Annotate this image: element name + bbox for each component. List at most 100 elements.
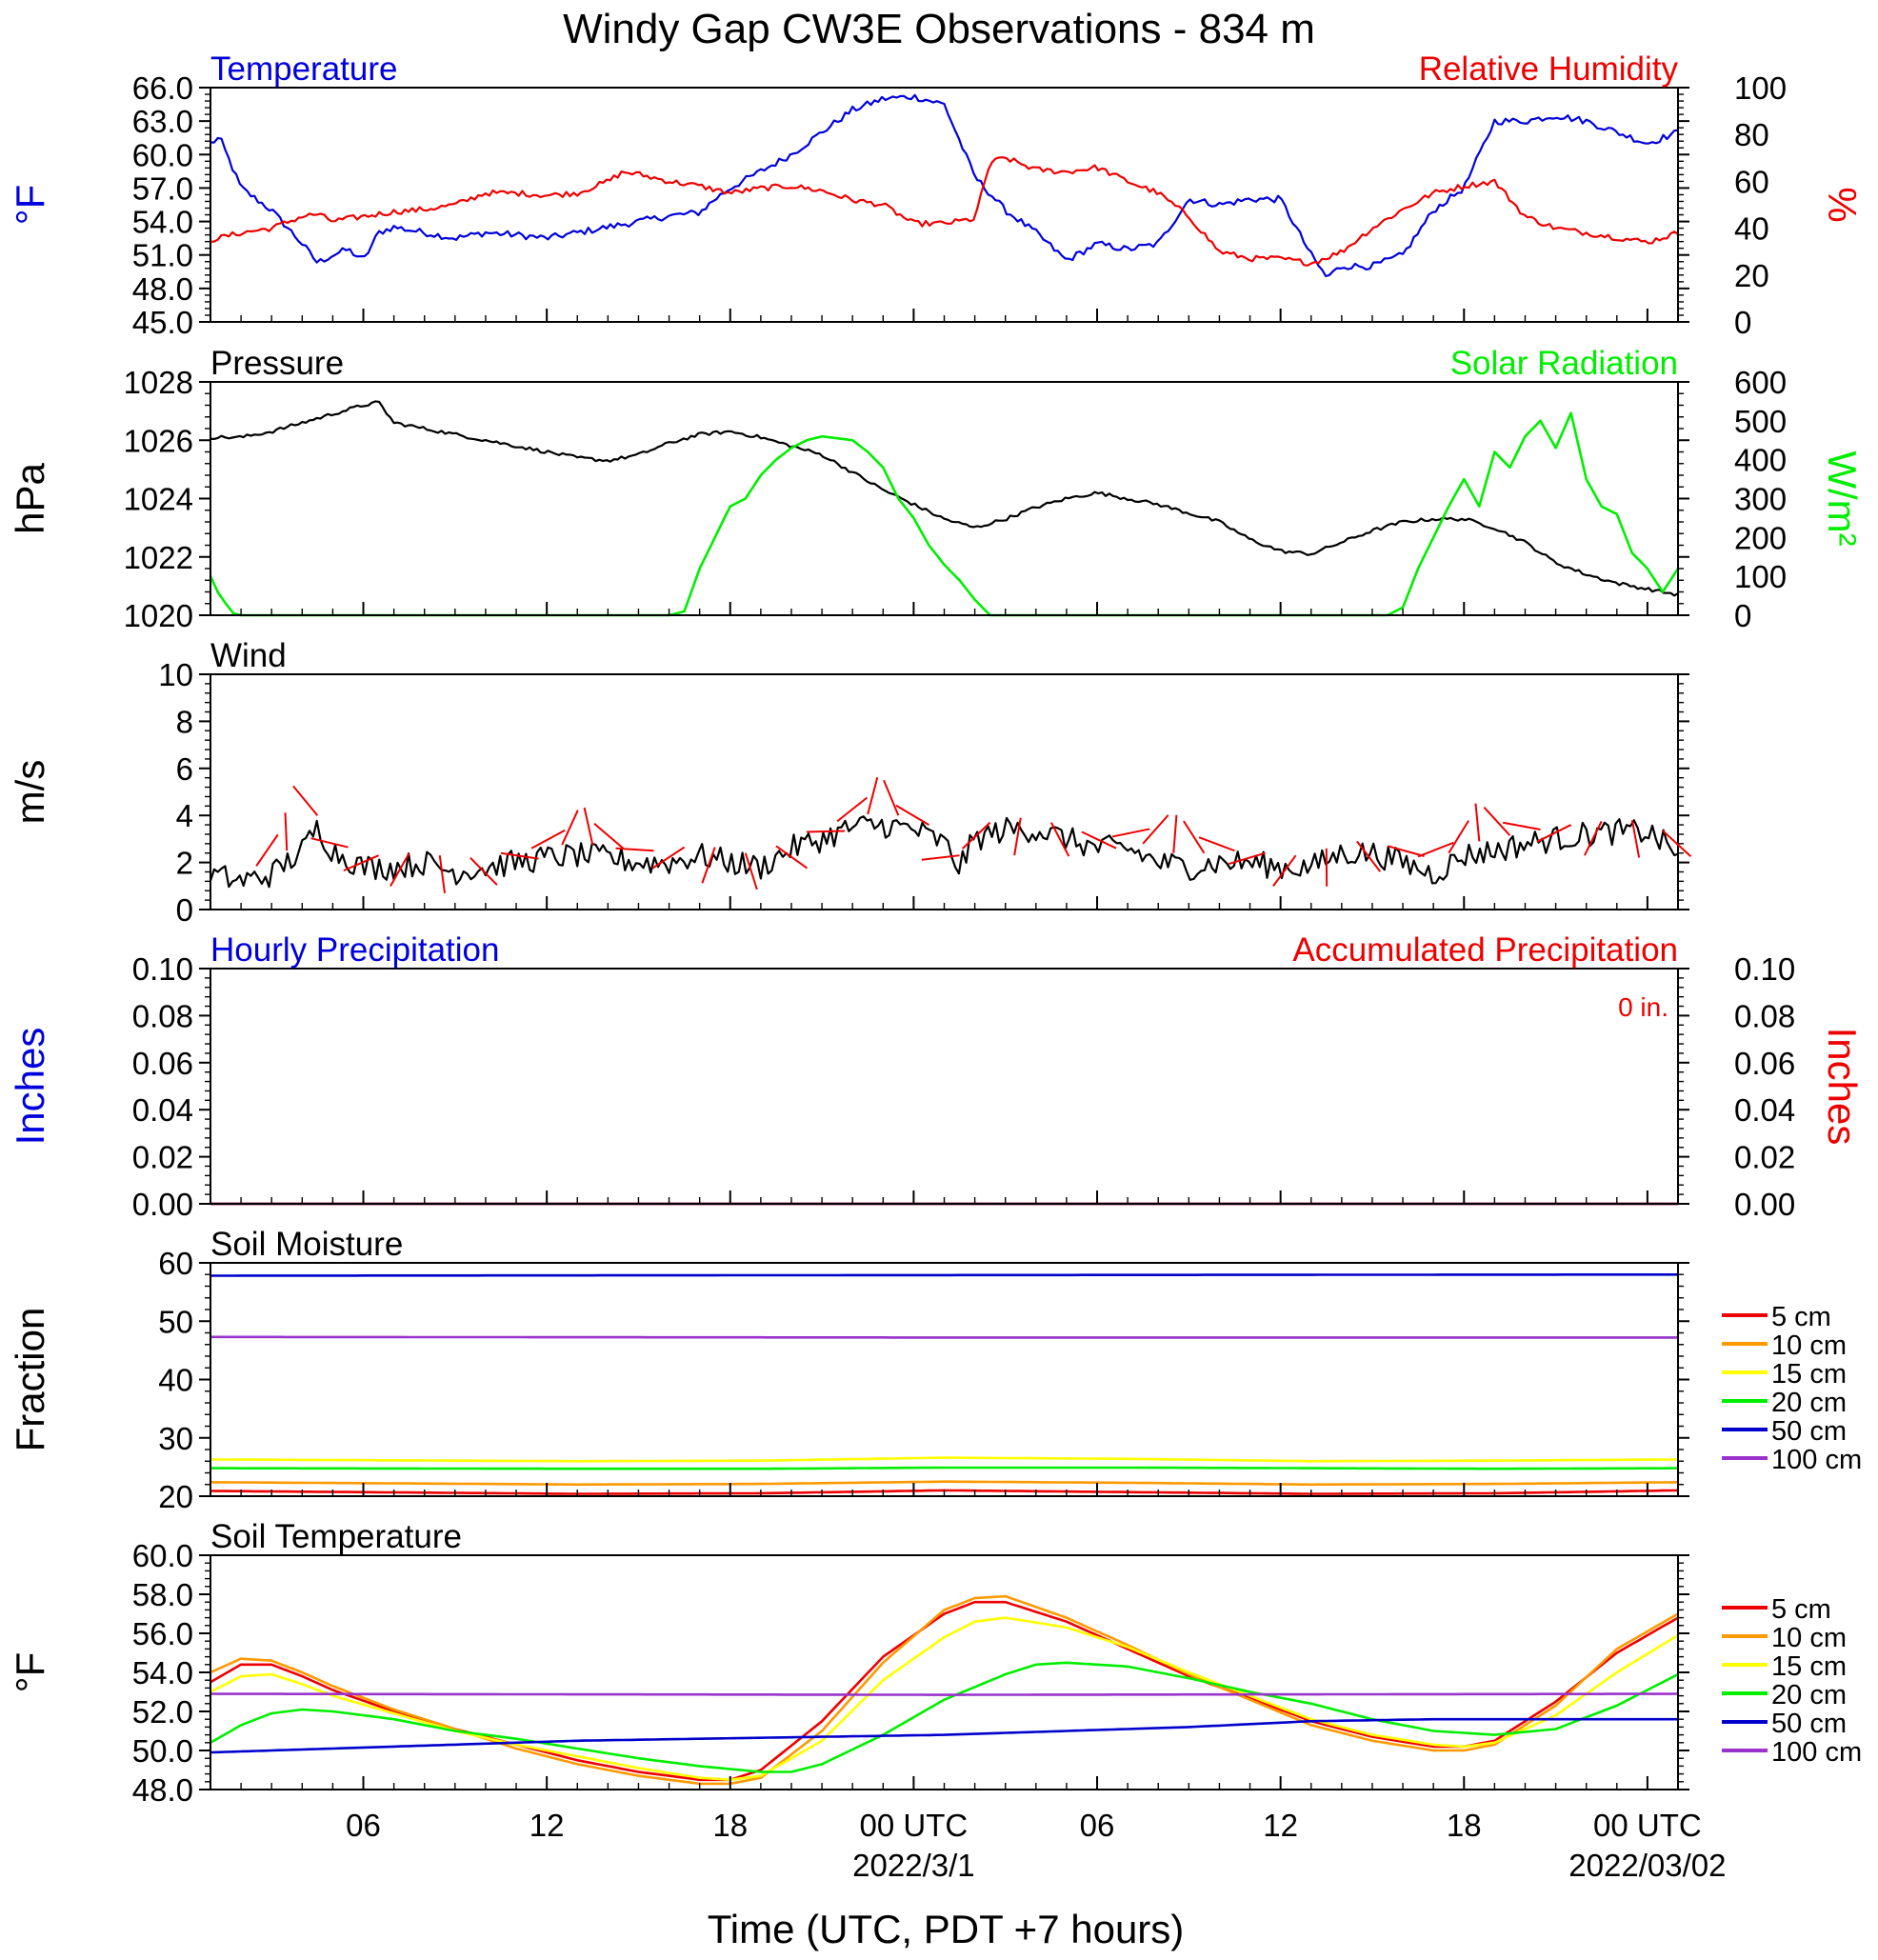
panel-wind: 0 2 4 6 8 10 Wind m/s [8, 637, 1689, 928]
wind-barb [701, 847, 716, 884]
wind-barb [867, 776, 879, 815]
left-tick-label: 54.0 [132, 1655, 193, 1690]
left-tick-label: 20 [158, 1479, 193, 1514]
series-line-soil_moisture-2 [210, 1456, 1679, 1463]
left-unit-label: hPa [8, 462, 52, 533]
wind-barb [1142, 814, 1169, 845]
x-tick-label: 18 [712, 1808, 748, 1843]
legend-label: 15 cm [1771, 1651, 1847, 1682]
x-tick-label: 00 UTC [860, 1808, 969, 1843]
legend-label: 100 cm [1771, 1737, 1862, 1768]
right-tick-label: 60 [1734, 164, 1769, 199]
wind-barb [1081, 830, 1117, 850]
right-tick-label: 400 [1734, 443, 1787, 478]
left-unit-label: °F [8, 1652, 52, 1692]
left-tick-label: 0.10 [132, 951, 193, 987]
left-tick-label: 56.0 [132, 1616, 193, 1651]
right-tick-label: 0.10 [1734, 951, 1795, 987]
legend-label: 50 cm [1771, 1709, 1847, 1739]
wind-barbs [255, 776, 1692, 893]
left-tick-label: 1022 [124, 540, 193, 575]
right-unit-label: Inches [1820, 1028, 1865, 1146]
wind-barb [438, 855, 446, 893]
wind-barb [284, 812, 289, 851]
left-tick-label: 1020 [124, 598, 193, 633]
wind-barb [1448, 820, 1469, 854]
x-date-label: 2022/3/1 [852, 1848, 974, 1883]
left-tick-label: 1026 [124, 423, 193, 458]
right-tick-label: 100 [1734, 559, 1787, 594]
wind-barb [255, 833, 279, 867]
wind-barb [1417, 841, 1454, 858]
x-date-label: 2022/03/02 [1568, 1848, 1726, 1883]
x-tick-label: 12 [1263, 1808, 1298, 1843]
legend-label: 5 cm [1771, 1302, 1831, 1332]
wind-barb [500, 851, 539, 860]
x-tick-label: 12 [529, 1808, 565, 1843]
wind-barb [1172, 814, 1178, 853]
left-tick-label: 63.0 [132, 104, 193, 139]
left-tick-label: 2 [176, 846, 193, 881]
series-line-temp_rh-1 [210, 156, 1679, 267]
wind-barb [1356, 840, 1382, 872]
right-unit-label: % [1820, 187, 1865, 222]
wind-barb [744, 852, 758, 890]
left-tick-label: 57.0 [132, 170, 193, 206]
left-tick-label: 1028 [124, 365, 193, 400]
wind-barb [1474, 803, 1481, 842]
legend-label: 15 cm [1771, 1359, 1847, 1390]
wind-barb [961, 821, 991, 850]
wind-barb [1111, 828, 1150, 838]
legend-label: 5 cm [1771, 1594, 1831, 1625]
wind-barb [921, 854, 960, 861]
wind-barb [1583, 820, 1603, 856]
left-tick-label: 50 [158, 1304, 193, 1339]
series-line-temp_rh-0 [210, 93, 1679, 278]
panel-pressure_solar: 102010221024102610280100200300400500600P… [8, 345, 1865, 633]
wind-barb [530, 829, 566, 850]
left-tick-label: 30 [158, 1421, 193, 1456]
panel-left-title: Pressure [210, 345, 344, 382]
panel-temp_rh: 45.048.051.054.057.060.063.066.0 0 20 40 60 8… [8, 50, 1865, 340]
right-tick-label: 100 [1734, 70, 1787, 106]
left-tick-label: 48.0 [132, 1772, 193, 1808]
series-line-wind-0 [209, 815, 1679, 889]
series-line-soil_moisture-3 [210, 1466, 1678, 1470]
wind-barb [615, 847, 654, 852]
left-unit-label: m/s [8, 760, 52, 825]
wind-barb [1198, 836, 1235, 852]
right-tick-label: 0.00 [1734, 1187, 1795, 1222]
precip-total-annotation: 0 in. [1618, 992, 1668, 1022]
right-tick-label: 0.02 [1734, 1140, 1795, 1175]
right-unit-label: W/m² [1820, 450, 1865, 546]
legend-label: 100 cm [1771, 1445, 1862, 1475]
series-line-soil_temp-1 [210, 1594, 1679, 1786]
left-tick-label: 52.0 [132, 1694, 193, 1730]
wind-barb [836, 796, 869, 823]
left-tick-label: 0.00 [132, 1187, 193, 1222]
wind-barb [583, 807, 594, 846]
right-tick-label: 600 [1734, 365, 1787, 400]
wind-barb [651, 846, 686, 870]
series-line-soil_temp-5 [210, 1692, 1679, 1696]
x-tick-label: 00 UTC [1593, 1808, 1702, 1843]
left-tick-label: 60.0 [132, 1538, 193, 1573]
left-tick-label: 60.0 [132, 137, 193, 172]
left-tick-label: 4 [176, 798, 193, 833]
panel-left-title: Temperature [210, 50, 397, 88]
right-tick-label: 300 [1734, 482, 1787, 517]
right-tick-label: 0.04 [1734, 1092, 1795, 1128]
left-tick-label: 0.04 [132, 1092, 193, 1128]
x-tick-label: 06 [346, 1808, 381, 1843]
wind-barb [895, 804, 929, 826]
wind-barb [1049, 822, 1070, 857]
legend-label: 10 cm [1771, 1623, 1847, 1653]
panel-left-title: Wind [210, 637, 287, 674]
wind-barb [1387, 845, 1425, 857]
series-line-soil_temp-4 [210, 1717, 1678, 1754]
wind-barb [1228, 851, 1266, 866]
series-line-soil_moisture-1 [210, 1480, 1679, 1487]
right-tick-label: 500 [1734, 404, 1787, 439]
left-tick-label: 60 [158, 1246, 193, 1281]
